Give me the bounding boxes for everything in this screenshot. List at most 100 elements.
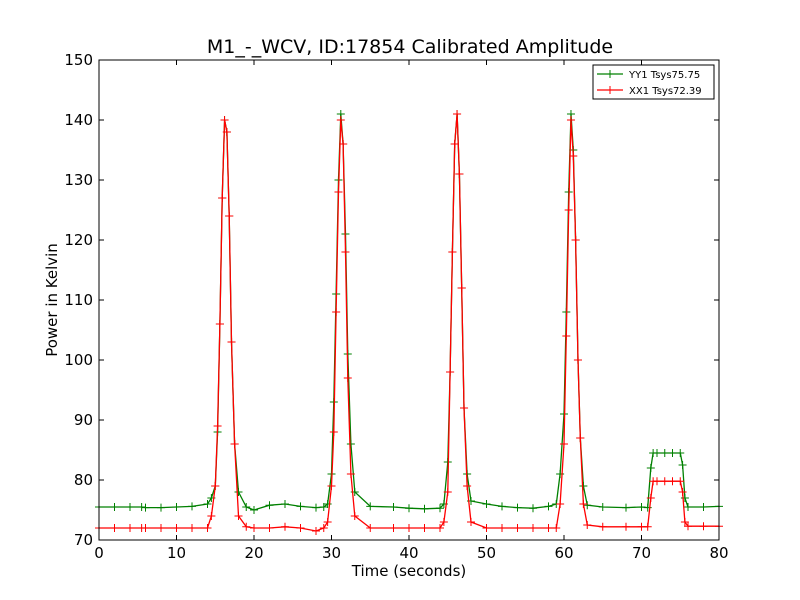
data-point bbox=[598, 503, 607, 511]
data-point bbox=[215, 320, 224, 328]
data-point bbox=[346, 440, 355, 448]
data-point bbox=[668, 449, 677, 457]
data-point bbox=[460, 404, 469, 412]
y-tick-label: 120 bbox=[64, 231, 93, 249]
data-point bbox=[699, 522, 708, 531]
data-point bbox=[336, 116, 345, 124]
data-point bbox=[220, 116, 229, 124]
data-point bbox=[341, 248, 350, 256]
legend-swatch-marker bbox=[606, 70, 614, 78]
data-point bbox=[126, 524, 134, 532]
data-point bbox=[678, 461, 687, 469]
data-point bbox=[529, 524, 537, 532]
data-point bbox=[569, 152, 578, 160]
x-tick-label: 50 bbox=[477, 544, 496, 562]
data-point bbox=[467, 518, 475, 526]
data-point bbox=[323, 518, 332, 526]
data-point bbox=[389, 503, 398, 511]
data-point bbox=[676, 477, 685, 486]
data-point bbox=[327, 482, 336, 490]
data-point bbox=[242, 522, 251, 531]
data-point bbox=[242, 503, 251, 511]
data-point bbox=[281, 500, 289, 508]
data-point bbox=[482, 524, 491, 532]
x-tick-label: 20 bbox=[244, 544, 263, 562]
data-point bbox=[296, 524, 305, 532]
data-point bbox=[343, 374, 352, 382]
data-point bbox=[332, 308, 341, 316]
data-point bbox=[323, 500, 332, 508]
y-tick-label: 90 bbox=[74, 411, 93, 429]
data-point bbox=[126, 503, 134, 511]
data-point bbox=[637, 503, 646, 511]
data-point bbox=[420, 524, 429, 532]
data-point bbox=[513, 524, 522, 532]
data-point bbox=[646, 464, 655, 472]
data-point bbox=[576, 434, 585, 442]
data-point bbox=[684, 503, 692, 511]
data-point bbox=[141, 503, 150, 512]
data-point bbox=[250, 506, 258, 514]
data-point bbox=[552, 524, 561, 532]
data-point bbox=[157, 503, 165, 512]
data-point bbox=[598, 522, 607, 531]
data-point bbox=[455, 170, 464, 178]
data-point bbox=[699, 503, 708, 511]
series-2 bbox=[95, 110, 723, 535]
data-point bbox=[453, 110, 462, 118]
data-point bbox=[265, 524, 274, 532]
data-point bbox=[498, 524, 506, 532]
data-point bbox=[312, 503, 320, 512]
y-tick-label: 100 bbox=[64, 351, 93, 369]
data-point bbox=[366, 502, 375, 511]
data-point bbox=[234, 488, 243, 496]
data-point bbox=[643, 522, 652, 531]
data-point bbox=[529, 504, 537, 513]
data-point bbox=[583, 501, 592, 510]
data-point bbox=[668, 477, 677, 486]
data-point bbox=[463, 482, 472, 490]
data-point bbox=[446, 368, 455, 376]
data-point bbox=[544, 502, 553, 511]
data-point bbox=[439, 518, 448, 526]
data-point bbox=[172, 524, 181, 532]
data-point bbox=[566, 116, 575, 124]
x-tick-label: 60 bbox=[554, 544, 573, 562]
data-point bbox=[222, 128, 231, 136]
data-point bbox=[319, 524, 328, 532]
data-point bbox=[436, 504, 444, 513]
y-tick-label: 140 bbox=[64, 111, 93, 129]
plot-area bbox=[95, 59, 723, 541]
x-tick-label: 10 bbox=[167, 544, 186, 562]
data-point bbox=[660, 477, 669, 486]
data-point bbox=[564, 206, 573, 214]
data-point bbox=[110, 503, 119, 511]
data-point bbox=[443, 488, 452, 496]
data-point bbox=[329, 428, 338, 436]
data-point bbox=[203, 524, 212, 532]
data-point bbox=[513, 503, 522, 512]
data-point bbox=[405, 524, 413, 532]
data-point bbox=[346, 470, 355, 478]
data-point bbox=[579, 482, 588, 490]
data-point bbox=[188, 502, 196, 511]
y-axis: 70 80 90 100 110 120 130 140 150 bbox=[64, 51, 719, 549]
data-point bbox=[573, 356, 582, 364]
data-point bbox=[448, 248, 457, 256]
data-point bbox=[622, 522, 630, 531]
data-point bbox=[562, 332, 571, 340]
x-tick-label: 80 bbox=[709, 544, 728, 562]
data-point bbox=[680, 494, 689, 502]
y-tick-label: 150 bbox=[64, 51, 93, 69]
data-point bbox=[660, 449, 669, 457]
legend-label: YY1 Tsys75.75 bbox=[628, 70, 700, 81]
legend-swatch-marker bbox=[606, 86, 614, 94]
data-point bbox=[230, 440, 239, 448]
data-point bbox=[296, 502, 305, 511]
data-point bbox=[188, 524, 196, 532]
data-point bbox=[218, 194, 227, 202]
data-point bbox=[207, 512, 216, 520]
data-point bbox=[250, 524, 258, 532]
data-point bbox=[482, 500, 491, 508]
